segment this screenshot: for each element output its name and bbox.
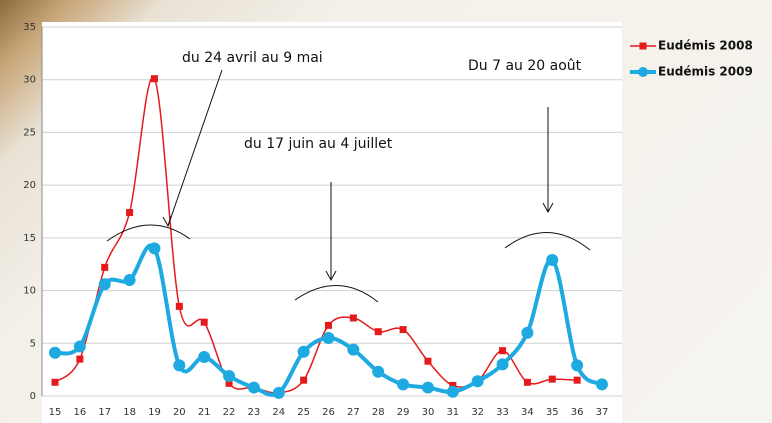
point (374, 328, 382, 336)
point (571, 359, 584, 372)
point (148, 242, 161, 255)
point (573, 376, 581, 384)
y-tick-label: 0 (30, 391, 36, 402)
x-tick-label: 26 (322, 407, 335, 418)
x-tick-label: 19 (148, 407, 161, 418)
y-tick-label: 20 (23, 180, 36, 191)
point (272, 386, 285, 399)
arrow-head (162, 215, 172, 228)
point (325, 321, 332, 329)
x-tick-label: 24 (272, 407, 285, 418)
point (322, 332, 335, 345)
x-tick-label: 29 (397, 407, 410, 418)
y-tick-label: 30 (23, 75, 36, 86)
point (198, 350, 211, 363)
x-tick-label: 35 (546, 407, 559, 418)
point (76, 355, 84, 363)
arrow-head (325, 270, 337, 282)
point (247, 381, 260, 394)
point (523, 378, 531, 386)
point (126, 209, 134, 217)
point (347, 343, 360, 356)
x-tick-label: 33 (496, 407, 509, 418)
x-tick-label: 27 (347, 407, 360, 418)
annotation: Du 7 au 20 août (468, 58, 582, 74)
point (596, 378, 608, 391)
x-tick-label: 32 (471, 407, 484, 418)
plot-background (42, 22, 622, 423)
point (521, 326, 534, 339)
annotation: du 24 avril au 9 mai (182, 50, 323, 66)
y-tick-label: 35 (23, 22, 36, 33)
x-tick-label: 22 (223, 407, 236, 418)
x-tick-label: 18 (123, 407, 136, 418)
arc (294, 285, 379, 303)
point (471, 375, 484, 388)
point (421, 381, 434, 394)
x-tick-label: 31 (446, 407, 459, 418)
point (175, 302, 183, 310)
legend: Eudémis 2008 Eudémis 2009 (630, 39, 753, 79)
point (101, 263, 109, 271)
point (225, 379, 233, 387)
y-tick-label: 5 (30, 338, 36, 349)
point (51, 378, 59, 386)
arc (106, 224, 191, 242)
x-tick-label: 16 (73, 407, 86, 418)
point (499, 347, 507, 355)
point (297, 345, 310, 358)
point (449, 381, 457, 389)
x-tick-label: 28 (372, 407, 385, 418)
point (173, 359, 186, 372)
point (73, 340, 86, 353)
point (98, 278, 111, 291)
legend-label: Eudémis 2008 (658, 39, 753, 53)
point (546, 253, 559, 266)
legend-label: Eudémis 2009 (658, 65, 753, 79)
legend-marker (639, 42, 647, 50)
point (123, 274, 136, 287)
point (424, 357, 432, 365)
x-tick-label: 23 (248, 407, 261, 418)
point (49, 346, 61, 359)
legend-marker (638, 67, 648, 77)
arrow-head (542, 202, 554, 214)
point (399, 326, 407, 334)
y-tick-label: 25 (23, 127, 36, 138)
point (372, 365, 385, 378)
marks (49, 75, 608, 399)
grid: 0 5 10 15 20 25 30 35 15 16 17 18 19 20 21 22 23 24 25 26 27… (23, 22, 622, 418)
point (548, 375, 556, 383)
x-tick-label: 20 (173, 407, 186, 418)
x-tick-label: 21 (198, 407, 211, 418)
point (223, 369, 236, 382)
point (200, 318, 208, 326)
x-tick-label: 36 (571, 407, 584, 418)
x-tick-label: 25 (297, 407, 310, 418)
point (496, 358, 509, 371)
x-tick-label: 34 (521, 407, 534, 418)
x-tick-label: 15 (49, 407, 62, 418)
annotation: du 17 juin au 4 juillet (244, 136, 393, 152)
x-tick-label: 30 (422, 407, 435, 418)
point (349, 314, 357, 322)
x-tick-label: 17 (98, 407, 111, 418)
x-tick-label: 37 (596, 407, 609, 418)
y-tick-label: 15 (23, 233, 36, 244)
y-tick-label: 10 (23, 286, 36, 297)
arrows (106, 69, 591, 303)
point (397, 378, 410, 391)
arrow (167, 69, 223, 227)
arc (504, 232, 591, 251)
point (150, 75, 158, 83)
point (446, 385, 459, 398)
point (300, 376, 308, 384)
